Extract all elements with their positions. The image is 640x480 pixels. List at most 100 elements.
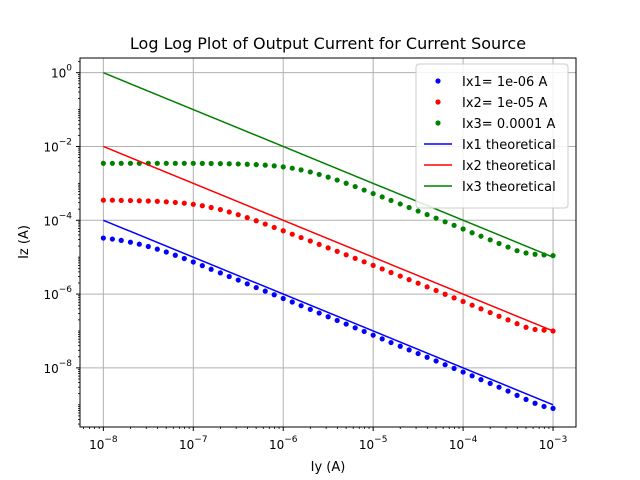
series-line — [103, 145, 554, 332]
data-point — [334, 317, 340, 324]
data-point — [199, 263, 205, 269]
y-tick-label: 10−6 — [43, 285, 72, 302]
data-point — [181, 160, 187, 166]
data-point — [298, 303, 304, 309]
tick-base: 10 — [539, 438, 554, 452]
tick-exponent: −5 — [374, 435, 387, 445]
data-point — [181, 255, 187, 262]
legend-item: Ix3= 0.0001 A — [435, 117, 555, 132]
legend-label: Ix1= 1e-06 A — [462, 75, 547, 90]
data-point — [487, 380, 493, 386]
data-point — [370, 190, 376, 197]
legend-label: Ix3= 0.0001 A — [462, 117, 555, 132]
data-point — [100, 235, 106, 241]
data-point — [136, 198, 142, 204]
chart-title: Log Log Plot of Output Current for Curre… — [130, 34, 526, 53]
data-point — [361, 328, 367, 335]
data-point — [199, 203, 205, 209]
data-point — [199, 160, 205, 166]
data-point — [469, 302, 475, 308]
data-point — [298, 167, 304, 173]
data-point — [541, 403, 547, 410]
data-point — [289, 165, 295, 171]
data-point — [460, 369, 466, 375]
tick-exponent: −6 — [59, 285, 73, 295]
data-point — [172, 160, 178, 166]
tick-exponent: −8 — [59, 359, 73, 369]
legend-label: Ix1 theoretical — [462, 138, 556, 153]
data-point — [451, 295, 457, 301]
data-point — [334, 248, 340, 254]
data-point — [523, 396, 529, 402]
tick-exponent: 0 — [66, 64, 72, 74]
plot-area — [100, 71, 556, 411]
data-point — [226, 273, 232, 280]
tick-exponent: −4 — [59, 211, 73, 221]
tick-exponent: −2 — [59, 137, 72, 147]
data-point — [442, 219, 448, 225]
data-point — [181, 200, 187, 206]
data-point — [235, 277, 241, 283]
data-point — [505, 244, 511, 250]
tick-base: 10 — [179, 438, 194, 452]
data-point — [100, 197, 106, 203]
tick-base: 10 — [43, 288, 58, 302]
data-point — [145, 198, 151, 204]
data-point — [424, 211, 430, 218]
tick-base: 10 — [43, 140, 58, 154]
legend-label: Ix2= 1e-05 A — [462, 96, 547, 111]
data-point — [154, 160, 160, 166]
tick-exponent: −6 — [284, 435, 298, 445]
data-point — [307, 238, 313, 244]
tick-base: 10 — [89, 438, 104, 452]
data-point — [316, 241, 322, 248]
legend-marker-swatch — [435, 99, 441, 105]
data-point — [397, 343, 403, 349]
data-point — [523, 250, 529, 256]
data-point — [325, 245, 331, 251]
data-point — [190, 160, 196, 166]
data-point — [469, 373, 475, 379]
data-point — [478, 233, 484, 239]
data-point — [325, 174, 331, 180]
data-point — [352, 325, 358, 331]
data-point — [487, 309, 493, 316]
legend-item: Ix1= 1e-06 A — [435, 75, 547, 90]
data-point — [172, 199, 178, 206]
x-axis: 10−8 10−7 10−6 10−5 10−4 10−3 — [82, 427, 568, 452]
data-point — [244, 215, 250, 221]
data-point — [343, 321, 349, 327]
legend-item: Ix2= 1e-05 A — [435, 96, 547, 111]
data-point — [388, 339, 394, 346]
data-point — [433, 215, 439, 221]
data-point — [145, 243, 151, 250]
data-point — [325, 314, 331, 320]
data-point — [253, 218, 259, 224]
data-point — [496, 313, 502, 319]
data-point — [244, 281, 250, 287]
data-point — [379, 266, 385, 272]
tick-base: 10 — [449, 438, 464, 452]
x-tick-label: 10−3 — [539, 435, 568, 452]
data-point — [118, 197, 124, 204]
data-point — [361, 187, 367, 193]
data-point — [370, 262, 376, 268]
legend-box — [415, 63, 569, 209]
tick-exponent: −4 — [464, 435, 478, 445]
data-point — [217, 206, 223, 213]
data-point — [406, 277, 412, 283]
series-1 — [100, 235, 556, 411]
tick-base: 10 — [51, 67, 66, 81]
data-point — [262, 288, 268, 294]
y-tick-label: 10−2 — [43, 137, 72, 154]
data-point — [442, 362, 448, 368]
data-point — [514, 321, 520, 327]
data-point — [190, 201, 196, 207]
data-point — [532, 326, 538, 333]
legend-item: Ix1 theoretical — [424, 138, 556, 153]
data-point — [379, 336, 385, 342]
data-point — [226, 161, 232, 167]
data-point — [100, 160, 106, 166]
data-point — [334, 177, 340, 183]
